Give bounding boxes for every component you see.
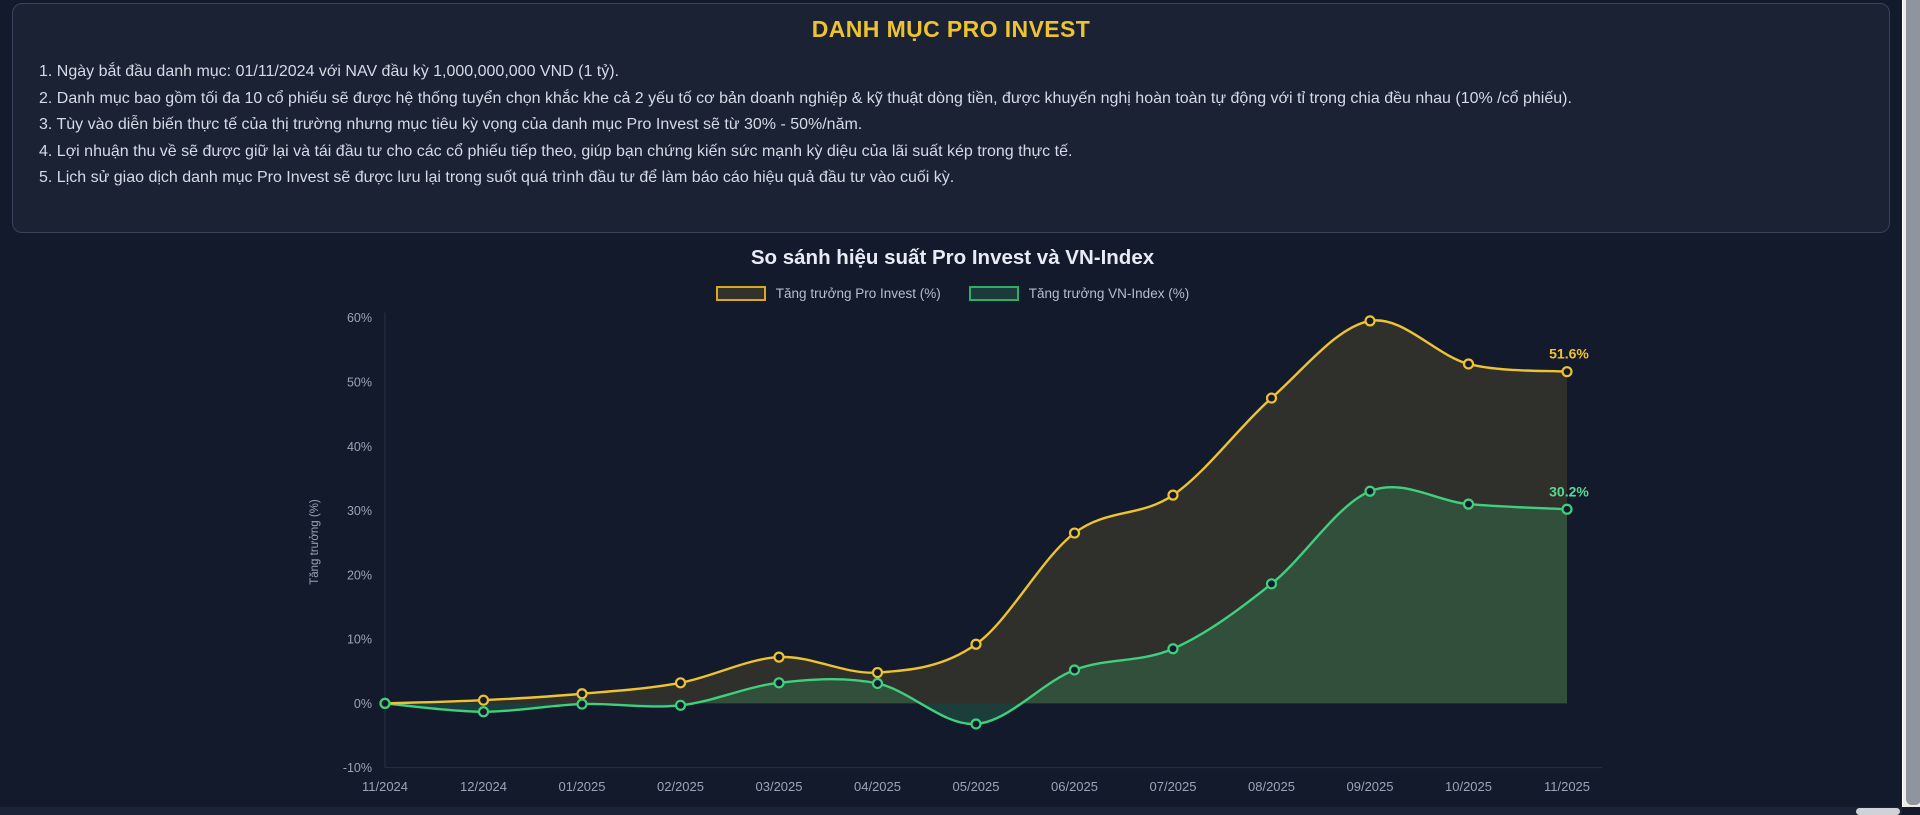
svg-text:10%: 10% bbox=[347, 633, 372, 647]
page-title: DANH MỤC PRO INVEST bbox=[811, 16, 1091, 42]
pro-invest-point bbox=[1561, 366, 1573, 378]
pro-invest-point bbox=[1167, 489, 1179, 501]
x-axis-labels: 11/2024 12/2024 01/2025 02/2025 03/2025 04/20… bbox=[362, 779, 1590, 794]
svg-text:04/2025: 04/2025 bbox=[854, 779, 901, 794]
horizontal-scrollbar-thumb[interactable] bbox=[1856, 808, 1900, 815]
pro-invest-point bbox=[1462, 358, 1475, 370]
svg-text:07/2025: 07/2025 bbox=[1150, 779, 1197, 794]
vn-index-point bbox=[379, 697, 391, 709]
vn-index-point bbox=[1167, 643, 1179, 655]
pro-invest-point bbox=[1265, 392, 1278, 404]
svg-text:03/2025: 03/2025 bbox=[756, 779, 803, 794]
svg-text:60%: 60% bbox=[347, 311, 372, 325]
vn-index-point bbox=[970, 718, 982, 730]
vn-index-point bbox=[674, 699, 687, 711]
svg-text:02/2025: 02/2025 bbox=[657, 779, 704, 794]
portfolio-info-panel: DANH MỤC PRO INVEST 1. Ngày bắt đầu danh… bbox=[12, 3, 1890, 233]
svg-text:0%: 0% bbox=[354, 697, 372, 711]
vertical-scrollbar[interactable] bbox=[1902, 0, 1920, 807]
svg-text:06/2025: 06/2025 bbox=[1051, 779, 1098, 794]
legend-item-pro-invest[interactable]: Tăng trưởng Pro Invest (%) bbox=[715, 286, 941, 301]
svg-text:01/2025: 01/2025 bbox=[559, 779, 606, 794]
vn-index-point bbox=[773, 677, 785, 689]
note-line-2: 2. Danh mục bao gồm tối đa 10 cổ phiếu s… bbox=[39, 89, 1572, 107]
pro-invest-swatch-icon bbox=[715, 286, 766, 301]
pro-invest-point bbox=[773, 651, 785, 663]
pro-invest-point bbox=[576, 688, 588, 700]
performance-chart[interactable]: 60% 50% 40% 30% 20% 10% 0% -10% Tăng trưởng (%) 1… bbox=[0, 240, 1920, 815]
svg-text:10/2025: 10/2025 bbox=[1445, 779, 1492, 794]
pro-invest-point bbox=[1068, 527, 1081, 539]
vn-index-point bbox=[871, 677, 884, 690]
vn-index-points bbox=[379, 485, 1573, 730]
svg-text:-10%: -10% bbox=[343, 761, 372, 775]
vn-index-area bbox=[385, 487, 1567, 725]
vertical-scrollbar-thumb[interactable] bbox=[1906, 0, 1920, 805]
chart-title: So sánh hiệu suất Pro Invest và VN-Index bbox=[750, 246, 1155, 269]
vn-index-point bbox=[1561, 503, 1573, 515]
note-line-5: 5. Lịch sử giao dịch danh mục Pro Invest… bbox=[39, 169, 955, 186]
vn-index-point bbox=[1068, 664, 1081, 676]
svg-text:50%: 50% bbox=[347, 375, 372, 389]
svg-text:20%: 20% bbox=[347, 568, 372, 582]
pro-invest-point bbox=[477, 694, 490, 706]
pro-invest-point bbox=[871, 666, 884, 679]
vn-index-point bbox=[1265, 578, 1278, 590]
note-line-1: 1. Ngày bắt đầu danh mục: 01/11/2024 với… bbox=[39, 63, 620, 80]
vn-index-swatch-icon bbox=[968, 286, 1019, 301]
pro-invest-end-label: 51.6% bbox=[1549, 346, 1589, 362]
svg-text:11/2024: 11/2024 bbox=[362, 779, 408, 794]
vn-index-end-label: 30.2% bbox=[1549, 483, 1589, 499]
svg-text:30%: 30% bbox=[347, 504, 372, 518]
y-axis-title: Tăng trưởng (%) bbox=[309, 499, 321, 585]
note-line-4: 4. Lợi nhuận thu về sẽ được giữ lại và t… bbox=[39, 142, 1073, 160]
svg-text:08/2025: 08/2025 bbox=[1248, 779, 1295, 794]
pro-invest-point bbox=[674, 677, 687, 689]
legend-item-vn-index[interactable]: Tăng trưởng VN-Index (%) bbox=[968, 286, 1190, 301]
svg-text:09/2025: 09/2025 bbox=[1347, 779, 1394, 794]
svg-text:05/2025: 05/2025 bbox=[953, 779, 1000, 794]
pro-invest-point bbox=[970, 638, 982, 650]
legend-label-vn-index: Tăng trưởng VN-Index (%) bbox=[1028, 286, 1190, 301]
svg-text:11/2025: 11/2025 bbox=[1544, 779, 1590, 794]
legend-label-pro-invest: Tăng trưởng Pro Invest (%) bbox=[775, 286, 941, 301]
vn-index-point bbox=[576, 698, 588, 710]
y-axis-ticks: 60% 50% 40% 30% 20% 10% 0% -10% bbox=[343, 311, 372, 775]
vn-index-point bbox=[1462, 498, 1475, 510]
svg-text:40%: 40% bbox=[347, 440, 372, 454]
horizontal-scrollbar[interactable] bbox=[0, 807, 1902, 815]
vn-index-point bbox=[477, 706, 490, 718]
svg-text:12/2024: 12/2024 bbox=[460, 779, 507, 794]
note-line-3: 3. Tùy vào diễn biến thực tế của thị trư… bbox=[39, 116, 863, 133]
pro-invest-point bbox=[1364, 315, 1376, 327]
chart-legend: Tăng trưởng Pro Invest (%) Tăng trưởng V… bbox=[0, 286, 1905, 301]
vn-index-point bbox=[1364, 485, 1376, 497]
performance-chart-section: So sánh hiệu suất Pro Invest và VN-Index… bbox=[0, 240, 1920, 815]
pro-invest-area bbox=[385, 320, 1567, 704]
